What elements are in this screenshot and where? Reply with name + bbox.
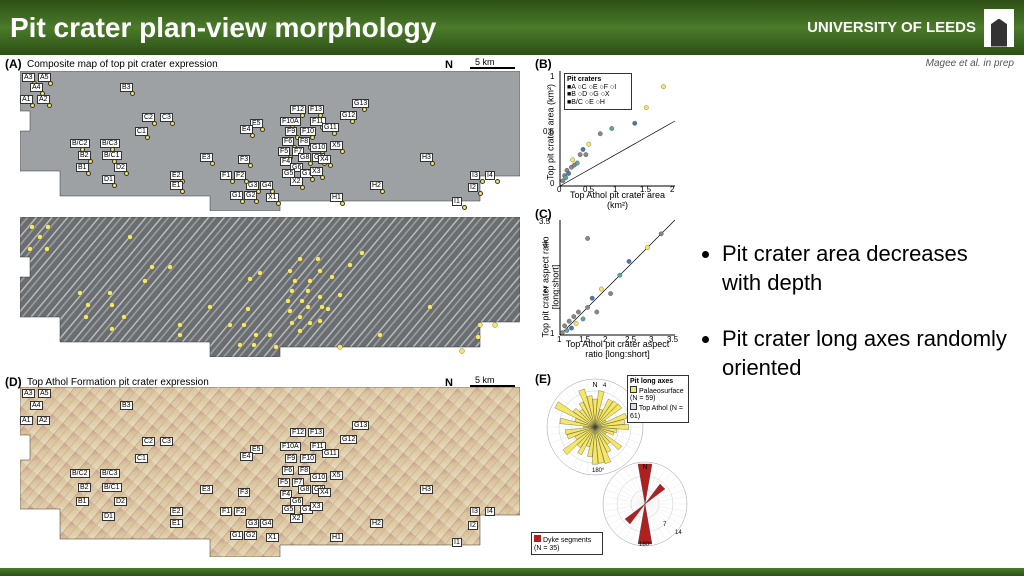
- map-d-shape: [20, 387, 520, 557]
- slide-title: Pit crater plan-view morphology: [10, 12, 436, 44]
- tick: 0: [550, 179, 554, 188]
- tick: 2: [603, 335, 607, 344]
- tick: 1.5: [579, 335, 590, 344]
- legend-e2: Dyke segments (N = 35): [531, 532, 603, 555]
- tick: 1: [550, 72, 554, 81]
- svg-text:180°: 180°: [639, 542, 652, 548]
- legend-b: Pit craters ■A ○C ○E ○F ○I ■B ○D ○G ○X ■…: [564, 73, 632, 110]
- tick: 3: [543, 240, 547, 249]
- scatter-b: Pit craters ■A ○C ○E ○F ○I ■B ○D ○G ○X ■…: [560, 71, 675, 186]
- bullet-list: Pit crater area decreases with depth Pit…: [700, 240, 1010, 410]
- scale-bar-a: [470, 67, 515, 69]
- tick: 2: [670, 185, 674, 194]
- panel-a-label: (A): [5, 57, 22, 71]
- scale-text-a: 5 km: [475, 57, 495, 67]
- tick: 3.5: [539, 217, 550, 226]
- svg-text:N: N: [592, 382, 597, 389]
- tick: 1.5: [640, 185, 651, 194]
- scatter-c-xlabel: Top Athol pit crater aspect ratio [long:…: [560, 339, 675, 359]
- map-d: A3A5A4A1A2B3C2C3C1E5E4F12F13F10AF11F9F10…: [20, 387, 520, 557]
- panel-b-label: (B): [535, 57, 552, 71]
- slide-header: Pit crater plan-view morphology UNIVERSI…: [0, 0, 1024, 55]
- panel-a-caption: Composite map of top pit crater expressi…: [27, 59, 218, 70]
- university-logo-icon: [984, 9, 1014, 47]
- tick: 0.5: [543, 127, 554, 136]
- bullet-2: Pit crater long axes randomly oriented: [722, 325, 1010, 382]
- bullet-1: Pit crater area decreases with depth: [722, 240, 1010, 297]
- scale-text-d: 5 km: [475, 375, 495, 385]
- figure-composite: (A) Composite map of top pit crater expr…: [5, 57, 685, 562]
- tick: 2.5: [625, 335, 636, 344]
- header-right: UNIVERSITY OF LEEDS: [807, 9, 1014, 47]
- svg-text:N: N: [642, 464, 647, 471]
- university-name: UNIVERSITY OF LEEDS: [807, 19, 976, 36]
- rose-2: N 7 14 180°: [600, 459, 690, 554]
- map-a: A3A5A4A1A2B3C2C3C1E5E4F12F13F10AF11F9F10…: [20, 71, 520, 211]
- scatter-c: [560, 220, 675, 335]
- legend-e1: Pit long axes Palaeosurface (N = 59) Top…: [627, 375, 689, 423]
- map-a-stripe: [20, 217, 520, 357]
- scatter-b-xlabel: Top Athol pit crater area (km²): [560, 190, 675, 210]
- tick: 0: [557, 185, 561, 194]
- slide-footer: [0, 568, 1024, 576]
- tick: 1: [613, 185, 617, 194]
- tick: 1: [557, 335, 561, 344]
- content-area: (A) Composite map of top pit crater expr…: [0, 55, 1024, 568]
- tick: 0.5: [583, 185, 594, 194]
- tick: 3: [649, 335, 653, 344]
- svg-text:14: 14: [675, 530, 682, 536]
- tick: 1: [550, 329, 554, 338]
- map-a2-shape: [20, 217, 520, 357]
- tick: 3.5: [667, 335, 678, 344]
- tick: 2: [543, 285, 547, 294]
